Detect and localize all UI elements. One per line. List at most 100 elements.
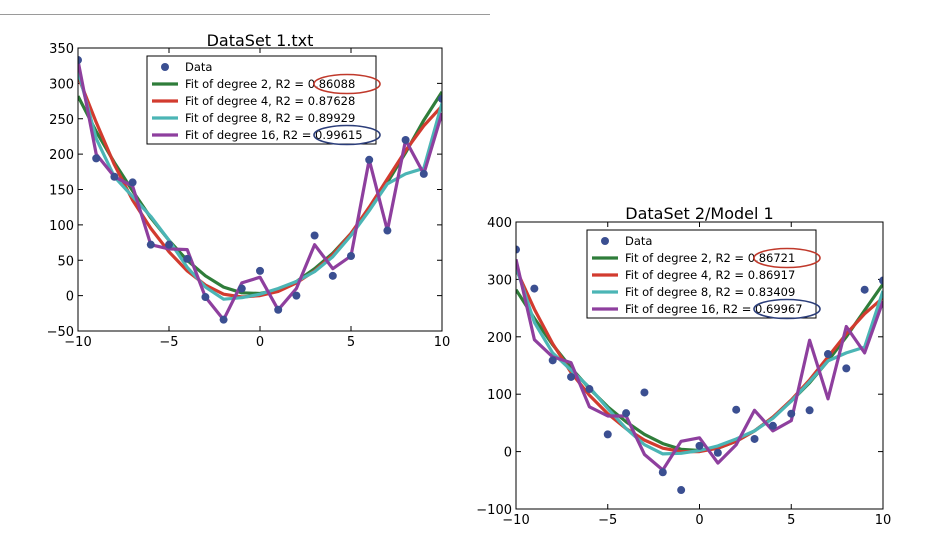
data-point xyxy=(640,388,649,397)
highlight-ellipse xyxy=(313,124,381,146)
x-tick-label: 0 xyxy=(256,335,264,350)
data-point xyxy=(879,276,883,285)
legend-label: Fit of degree 8, R2 = 0.83409 xyxy=(625,285,795,299)
y-tick-label: 100 xyxy=(487,388,512,403)
data-point xyxy=(438,94,442,103)
legend-label: Fit of degree 8, R2 = 0.89929 xyxy=(185,111,355,125)
data-point xyxy=(732,405,741,414)
legend-marker-data xyxy=(601,237,609,245)
data-point xyxy=(219,315,228,324)
data-point xyxy=(165,240,173,249)
data-point xyxy=(805,406,814,415)
legend-r2-value: 0.87628 xyxy=(308,94,356,108)
y-tick-label: 0 xyxy=(66,290,74,305)
data-point xyxy=(842,364,851,373)
data-point xyxy=(128,178,137,187)
data-point xyxy=(328,271,337,280)
x-tick-label: −5 xyxy=(598,513,617,528)
chart-1: DataSet 1.txt−10 −5 0 5 10350300250200150100… xyxy=(47,31,451,350)
data-point xyxy=(310,231,319,240)
data-point xyxy=(146,240,155,249)
data-point xyxy=(677,486,686,495)
legend-label: Fit of degree 2, R2 = 0.86088 xyxy=(185,77,355,91)
data-point xyxy=(768,421,777,430)
legend-label: Fit of degree 4, R2 = 0.86917 xyxy=(625,268,795,282)
data-point xyxy=(92,154,101,163)
legend-series-name: Fit of degree 16, R2 = xyxy=(625,302,755,316)
y-tick-label: 400 xyxy=(487,216,512,231)
data-point xyxy=(567,372,576,381)
series-line-degree-16 xyxy=(78,60,442,322)
legend-label: Fit of degree 16, R2 = 0.99615 xyxy=(185,128,363,142)
legend-series-name: Fit of degree 8, R2 = xyxy=(625,285,748,299)
data-point xyxy=(622,409,631,418)
data-point xyxy=(548,356,557,365)
highlight-ellipse xyxy=(313,73,381,95)
y-tick-label: 200 xyxy=(49,148,74,163)
legend-r2-value: 0.99615 xyxy=(315,128,363,142)
data-point xyxy=(201,293,210,302)
chart-title: DataSet 1.txt xyxy=(207,31,314,50)
legend-box xyxy=(586,229,817,319)
legend-marker-data xyxy=(161,63,169,71)
data-point xyxy=(365,155,374,164)
series-line-degree-16 xyxy=(516,258,883,472)
plot-frame xyxy=(77,47,443,332)
y-tick-label: 300 xyxy=(49,77,74,92)
x-tick-label: 10 xyxy=(875,513,892,528)
legend-r2-value: 0.86917 xyxy=(748,268,796,282)
legend-r2-value: 0.83409 xyxy=(748,285,796,299)
legend-box xyxy=(146,55,377,145)
chart-2: DataSet 2/Model 1 −10 −5 0 5 10 400 300 200 100 0 −… xyxy=(476,204,891,528)
x-tick-label: 0 xyxy=(695,513,703,528)
data-point xyxy=(183,254,192,263)
data-point xyxy=(274,305,283,314)
data-point xyxy=(585,385,594,394)
data-point xyxy=(750,434,759,443)
legend-series-name: Fit of degree 2, R2 = xyxy=(625,251,748,265)
y-tick-label: 0 xyxy=(504,446,512,461)
legend-label-data: Data xyxy=(185,60,212,74)
highlight-ellipse xyxy=(753,298,821,320)
legend-label-data: Data xyxy=(625,234,652,248)
data-point xyxy=(530,284,539,293)
y-tick-label: −50 xyxy=(47,325,74,340)
legend: Data Fit of degree 2, R2 = 0.86088 Fit of … xyxy=(146,55,381,146)
data-point xyxy=(292,291,301,300)
data-point xyxy=(419,169,428,178)
y-tick-label: −100 xyxy=(476,503,512,518)
x-tick-label: 5 xyxy=(787,513,795,528)
data-point xyxy=(516,245,520,254)
legend-series-name: Fit of degree 4, R2 = xyxy=(185,94,308,108)
y-tick-label: 100 xyxy=(49,219,74,234)
data-point xyxy=(401,135,410,144)
legend-label: Fit of degree 4, R2 = 0.87628 xyxy=(185,94,355,108)
x-tick-label: −10 xyxy=(502,513,529,528)
y-tick-label: 300 xyxy=(487,273,512,288)
y-tick-label: 50 xyxy=(57,254,74,269)
data-point xyxy=(383,226,392,235)
highlight-ellipse xyxy=(753,247,821,269)
legend-label: Fit of degree 16, R2 = 0.69967 xyxy=(625,302,803,316)
legend-label: Fit of degree 2, R2 = 0.86721 xyxy=(625,251,795,265)
data-point xyxy=(713,448,722,457)
legend-r2-value: 0.86721 xyxy=(748,251,796,265)
data-point xyxy=(823,350,832,359)
data-point xyxy=(256,266,264,275)
legend-r2-value: 0.69967 xyxy=(755,302,803,316)
data-point xyxy=(603,430,612,439)
x-tick-label: 10 xyxy=(434,335,451,350)
top-divider xyxy=(0,14,490,15)
data-point xyxy=(695,441,704,450)
data-point xyxy=(237,284,246,293)
y-tick-label: 150 xyxy=(49,184,74,199)
plot-frame xyxy=(515,221,884,510)
data-point xyxy=(110,172,119,181)
legend-r2-value: 0.86088 xyxy=(308,77,356,91)
y-tick-label: 250 xyxy=(49,113,74,128)
y-tick-label: 200 xyxy=(487,331,512,346)
legend-series-name: Fit of degree 8, R2 = xyxy=(185,111,308,125)
data-point xyxy=(347,252,355,261)
